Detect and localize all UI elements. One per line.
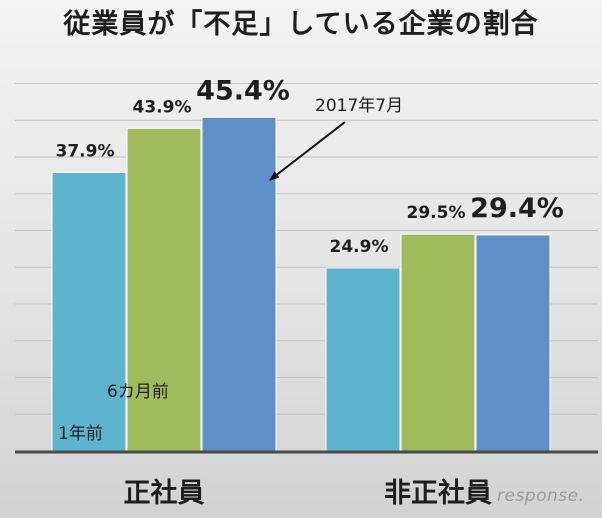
data-label: 29.5% — [407, 203, 466, 223]
bar — [475, 234, 551, 452]
bar — [325, 267, 401, 452]
series-label: 6カ月前 — [107, 382, 169, 402]
data-label: 24.9% — [330, 237, 389, 257]
category-label: 正社員 — [124, 477, 205, 509]
data-label: 45.4% — [196, 75, 290, 106]
data-label: 43.9% — [133, 97, 192, 117]
data-label: 37.9% — [56, 141, 115, 161]
bar — [201, 116, 277, 452]
chart-title: 従業員が「不足」している企業の割合 — [63, 9, 539, 40]
bar — [51, 171, 127, 452]
bar — [400, 233, 476, 452]
category-label: 非正社員 — [384, 477, 492, 509]
response-watermark: response. — [497, 486, 585, 506]
bar — [126, 127, 202, 452]
series-label: 1年前 — [58, 424, 103, 444]
series-label: 2017年7月 — [315, 96, 403, 116]
data-label: 29.4% — [470, 193, 564, 224]
annotation-arrow — [269, 121, 346, 181]
